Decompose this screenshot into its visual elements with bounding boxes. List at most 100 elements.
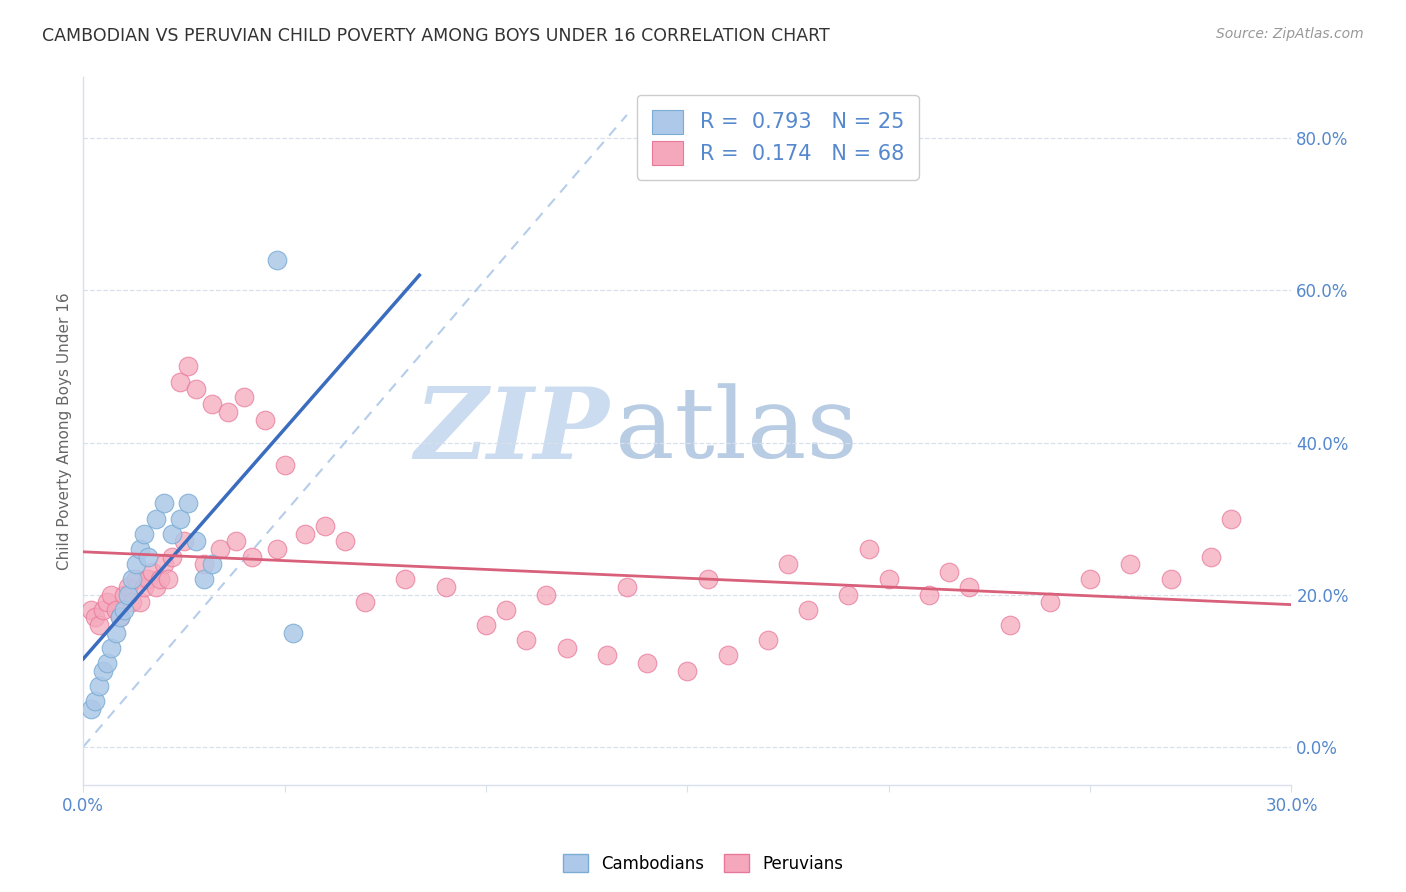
Point (696, 573, 718, 587)
Point (1220, 511, 1243, 525)
Point (636, 656, 658, 670)
Point (209, 541, 232, 556)
Point (776, 558, 799, 572)
Point (225, 534, 247, 549)
Point (136, 549, 159, 564)
Point (918, 588, 941, 602)
Point (128, 595, 150, 609)
Point (938, 565, 960, 579)
Point (177, 359, 200, 374)
Point (957, 580, 980, 594)
Point (124, 573, 146, 587)
Point (160, 526, 183, 541)
Point (858, 541, 880, 556)
Point (93, 664, 115, 678)
Point (96, 656, 118, 670)
Point (998, 618, 1021, 632)
Point (153, 558, 176, 572)
Point (756, 633, 779, 648)
Point (132, 526, 155, 541)
Text: ZIP: ZIP (413, 383, 609, 479)
Point (156, 573, 179, 587)
Point (495, 603, 517, 617)
Point (145, 580, 167, 594)
Point (100, 588, 122, 602)
Point (80, 702, 103, 716)
Point (837, 588, 859, 602)
Point (84, 694, 107, 708)
Point (676, 664, 699, 678)
Point (201, 558, 224, 572)
Point (108, 610, 131, 624)
Point (132, 580, 155, 594)
Point (1160, 573, 1182, 587)
Point (717, 648, 740, 663)
Point (434, 580, 457, 594)
Point (253, 413, 276, 427)
Point (515, 633, 537, 648)
Point (242, 549, 264, 564)
Point (193, 558, 215, 572)
Point (555, 640, 578, 655)
Point (108, 610, 131, 624)
Point (536, 588, 558, 602)
Point (96, 595, 118, 609)
Point (266, 541, 288, 556)
Point (1039, 595, 1062, 609)
Point (233, 390, 256, 404)
Point (184, 534, 207, 549)
Point (596, 648, 619, 663)
Legend: Cambodians, Peruvians: Cambodians, Peruvians (555, 847, 851, 880)
Point (149, 573, 172, 587)
Point (1078, 573, 1101, 587)
Text: Source: ZipAtlas.com: Source: ZipAtlas.com (1216, 27, 1364, 41)
Point (112, 603, 135, 617)
Point (173, 534, 195, 549)
Point (100, 640, 122, 655)
Point (193, 573, 215, 587)
Point (84, 610, 107, 624)
Point (616, 580, 638, 594)
Text: CAMBODIAN VS PERUVIAN CHILD POVERTY AMONG BOYS UNDER 16 CORRELATION CHART: CAMBODIAN VS PERUVIAN CHILD POVERTY AMON… (42, 27, 830, 45)
Point (153, 496, 176, 510)
Point (877, 573, 900, 587)
Point (201, 397, 224, 411)
Point (1199, 549, 1222, 564)
Point (124, 558, 146, 572)
Point (117, 580, 139, 594)
Point (273, 458, 295, 473)
Point (294, 526, 316, 541)
Point (266, 252, 288, 267)
Point (121, 595, 143, 609)
Point (89, 618, 111, 632)
Point (141, 565, 163, 579)
Point (80, 603, 103, 617)
Point (117, 588, 139, 602)
Point (177, 496, 200, 510)
Point (93, 603, 115, 617)
Point (797, 603, 820, 617)
Point (128, 541, 150, 556)
Y-axis label: Child Poverty Among Boys Under 16: Child Poverty Among Boys Under 16 (58, 293, 72, 570)
Legend: R =  0.793   N = 25, R =  0.174   N = 68: R = 0.793 N = 25, R = 0.174 N = 68 (637, 95, 918, 179)
Point (169, 375, 191, 389)
Point (333, 534, 356, 549)
Text: atlas: atlas (614, 384, 858, 479)
Point (169, 511, 191, 525)
Point (145, 511, 167, 525)
Point (394, 573, 416, 587)
Point (121, 573, 143, 587)
Point (89, 679, 111, 693)
Point (217, 405, 239, 419)
Point (160, 549, 183, 564)
Point (136, 573, 159, 587)
Point (281, 625, 304, 640)
Point (104, 625, 127, 640)
Point (112, 588, 135, 602)
Point (1119, 558, 1142, 572)
Point (354, 595, 377, 609)
Point (184, 382, 207, 396)
Point (314, 519, 336, 533)
Point (104, 603, 127, 617)
Point (475, 618, 498, 632)
